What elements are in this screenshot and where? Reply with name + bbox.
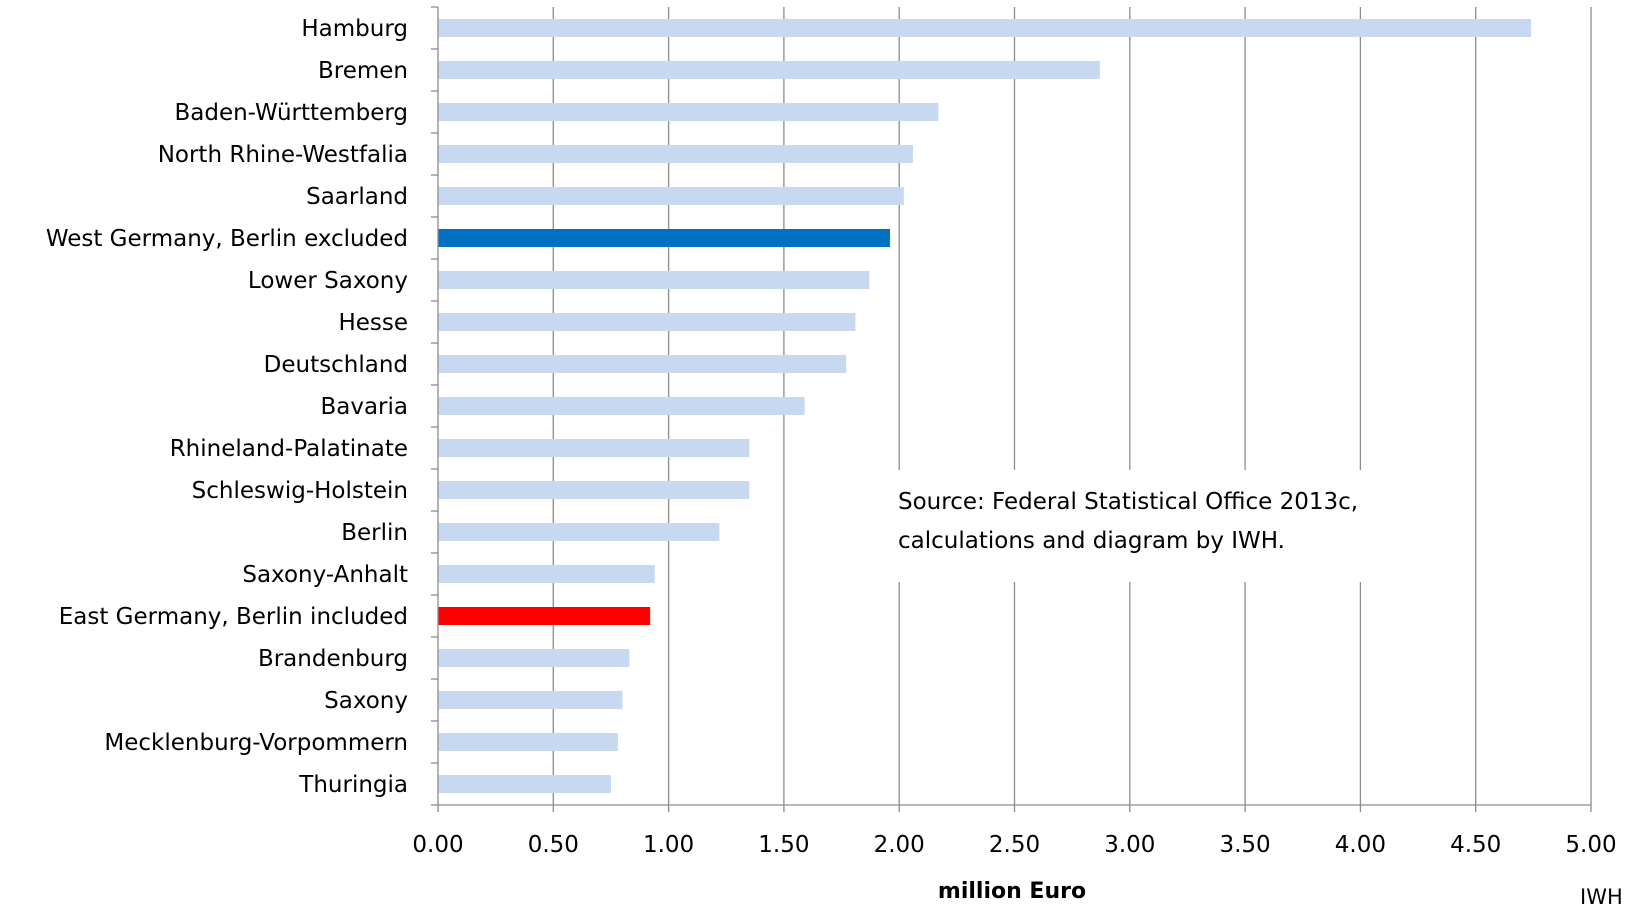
bar	[438, 649, 630, 667]
bar	[438, 775, 611, 793]
axes	[431, 6, 1592, 812]
x-tick-label: 4.00	[1335, 832, 1386, 858]
category-label: North Rhine-Westfalia	[158, 142, 408, 168]
x-tick-label: 1.50	[758, 832, 809, 858]
bar	[438, 481, 750, 499]
category-label: Hamburg	[301, 16, 408, 42]
x-tick-label: 2.00	[874, 832, 925, 858]
bar	[438, 145, 914, 163]
category-label: Rhineland-Palatinate	[170, 436, 408, 462]
x-tick-label: 0.50	[528, 832, 579, 858]
category-label: Thuringia	[298, 772, 408, 798]
bar	[438, 355, 847, 373]
category-label: Saxony-Anhalt	[242, 562, 408, 588]
x-tick-label: 4.50	[1450, 832, 1501, 858]
bar	[438, 607, 651, 625]
bar	[438, 229, 890, 247]
category-label: Saarland	[306, 184, 408, 210]
category-label: West Germany, Berlin excluded	[46, 226, 408, 252]
category-label: Deutschland	[264, 352, 408, 378]
grid-lines	[552, 7, 1592, 805]
category-labels: Hamburg Bremen Baden-Württemberg North Rhin…	[46, 16, 408, 798]
x-tick-label: 1.00	[643, 832, 694, 858]
category-label: Berlin	[341, 520, 408, 546]
x-tick-label: 3.00	[1104, 832, 1155, 858]
category-label: Brandenburg	[258, 646, 408, 672]
category-label: Lower Saxony	[248, 268, 408, 294]
corner-iwh-label: IWH	[1580, 885, 1623, 906]
bar	[438, 19, 1532, 37]
bar	[438, 187, 904, 205]
source-note-line-2: calculations and diagram by IWH.	[898, 528, 1285, 554]
category-label: Schleswig-Holstein	[192, 478, 408, 504]
category-label: Bavaria	[320, 394, 408, 420]
bar	[438, 523, 720, 541]
bar	[438, 271, 870, 289]
category-label: Mecklenburg-Vorpommern	[104, 730, 408, 756]
bar	[438, 565, 655, 583]
category-label: Bremen	[318, 58, 408, 84]
bar	[438, 397, 805, 415]
source-note-line-1: Source: Federal Statistical Office 2013c…	[898, 489, 1358, 515]
x-tick-labels: 0.00 0.50 1.00 1.50 2.00 2.50 3.00 3.50 4.00 4.50…	[412, 832, 1616, 858]
bar	[438, 691, 623, 709]
x-tick-label: 0.00	[412, 832, 463, 858]
x-tick-label: 2.50	[989, 832, 1040, 858]
x-tick-label: 3.50	[1219, 832, 1270, 858]
bar	[438, 439, 750, 457]
bar	[438, 313, 856, 331]
bar	[438, 733, 618, 751]
category-label: Baden-Württemberg	[174, 100, 408, 126]
bars	[438, 19, 1532, 793]
bar	[438, 103, 939, 121]
x-axis-title: million Euro	[938, 879, 1086, 904]
source-note-background	[880, 470, 1420, 582]
bar	[438, 61, 1100, 79]
category-label: Saxony	[324, 688, 408, 714]
category-label: East Germany, Berlin included	[59, 604, 408, 630]
category-label: Hesse	[338, 310, 408, 336]
x-tick-label: 5.00	[1565, 832, 1616, 858]
